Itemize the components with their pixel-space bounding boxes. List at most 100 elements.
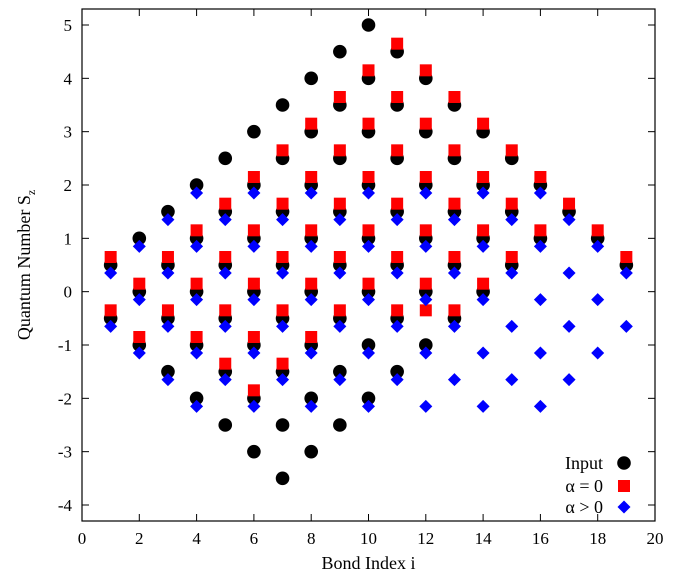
data-point-diamond <box>533 399 547 413</box>
data-point-square <box>276 357 289 370</box>
data-point-square <box>534 224 547 237</box>
data-point-square <box>362 171 375 183</box>
data-point-square <box>505 251 518 263</box>
data-point-square <box>305 277 318 290</box>
data-point-diamond <box>362 399 375 413</box>
data-point-diamond <box>533 239 547 253</box>
series-1 <box>104 37 633 397</box>
data-point-diamond <box>333 373 347 387</box>
data-point-diamond <box>247 186 261 200</box>
x-axis-label: Bond Index i <box>322 553 416 573</box>
data-point-circle <box>275 471 290 486</box>
data-point-square <box>448 197 461 210</box>
data-point-square <box>419 277 432 290</box>
data-point-diamond <box>190 239 204 253</box>
data-point-square <box>219 357 232 370</box>
data-point-square <box>219 197 232 210</box>
data-point-square <box>419 171 432 183</box>
data-point-diamond <box>419 399 433 413</box>
data-point-square <box>333 251 346 263</box>
y-tick-label: 0 <box>64 283 73 302</box>
data-point-square <box>276 304 289 317</box>
data-point-diamond <box>476 239 490 253</box>
x-tick-label: 18 <box>589 529 606 548</box>
data-point-circle <box>189 391 204 406</box>
data-point-square <box>333 91 346 103</box>
data-point-diamond <box>562 213 576 227</box>
data-point-circle <box>304 71 319 86</box>
y-tick-label: 2 <box>64 176 73 195</box>
data-point-diamond <box>390 213 404 227</box>
data-point-square <box>362 224 375 237</box>
data-point-square <box>448 144 461 157</box>
data-point-diamond <box>132 346 146 360</box>
data-point-diamond <box>533 186 547 200</box>
legend-marker-square <box>618 480 630 492</box>
data-point-square <box>505 144 518 157</box>
data-point-diamond <box>104 319 118 333</box>
x-tick-label: 4 <box>192 529 201 548</box>
x-tick-labels: 0 2 4 6 8 10 12 14 16 18 20 <box>78 529 664 548</box>
data-point-diamond <box>419 293 433 307</box>
data-point-diamond <box>505 373 519 387</box>
data-point-diamond <box>276 373 290 387</box>
y-tick-label: 1 <box>64 229 73 248</box>
data-point-square <box>305 117 318 130</box>
data-point-square <box>161 304 174 317</box>
data-point-square <box>161 251 174 263</box>
data-point-diamond <box>419 186 433 200</box>
series-2 <box>104 186 633 413</box>
data-point-diamond <box>218 319 232 333</box>
data-point-square <box>391 197 404 210</box>
data-point-diamond <box>190 186 204 200</box>
data-point-diamond <box>161 373 175 387</box>
data-point-square <box>419 117 432 130</box>
data-point-square <box>534 171 547 183</box>
data-point-diamond <box>362 239 375 253</box>
y-tick-label: 4 <box>64 69 73 88</box>
data-point-diamond <box>591 239 605 253</box>
data-point-square <box>391 251 404 263</box>
x-tick-label: 10 <box>360 529 377 548</box>
data-point-square <box>305 331 318 343</box>
data-point-diamond <box>132 239 146 253</box>
data-point-diamond <box>104 266 118 280</box>
data-point-square <box>477 277 490 290</box>
data-point-square <box>391 37 404 50</box>
data-point-diamond <box>190 399 204 413</box>
data-point-diamond <box>390 319 404 333</box>
y-tick-label: -3 <box>58 443 72 462</box>
data-point-diamond <box>190 346 204 360</box>
data-point-diamond <box>161 266 175 280</box>
data-point-square <box>448 251 461 263</box>
data-point-diamond <box>276 266 290 280</box>
legend-marker-circle <box>617 456 631 470</box>
data-point-square <box>477 171 490 183</box>
data-point-diamond <box>419 346 433 360</box>
data-point-diamond <box>304 186 318 200</box>
data-point-diamond <box>390 266 404 280</box>
legend-marker-diamond <box>617 500 631 514</box>
data-point-square <box>305 171 318 183</box>
data-point-diamond <box>591 293 605 307</box>
data-point-square <box>133 331 146 343</box>
data-point-diamond <box>476 293 490 307</box>
data-point-square <box>219 251 232 263</box>
y-tick-label: 3 <box>64 123 73 142</box>
data-point-circle <box>304 391 319 406</box>
data-point-diamond <box>132 293 146 307</box>
data-point-square <box>391 144 404 157</box>
data-point-diamond <box>304 346 318 360</box>
y-tick-label: -4 <box>58 496 73 515</box>
y-tick-label: 5 <box>64 16 73 35</box>
data-point-circle <box>247 444 261 459</box>
data-point-square <box>333 304 346 317</box>
data-point-diamond <box>247 239 261 253</box>
x-tick-label: 8 <box>307 529 316 548</box>
x-tick-label: 12 <box>417 529 434 548</box>
data-point-square <box>305 224 318 237</box>
data-point-diamond <box>562 266 576 280</box>
data-point-circle <box>304 444 319 459</box>
data-point-diamond <box>447 373 461 387</box>
